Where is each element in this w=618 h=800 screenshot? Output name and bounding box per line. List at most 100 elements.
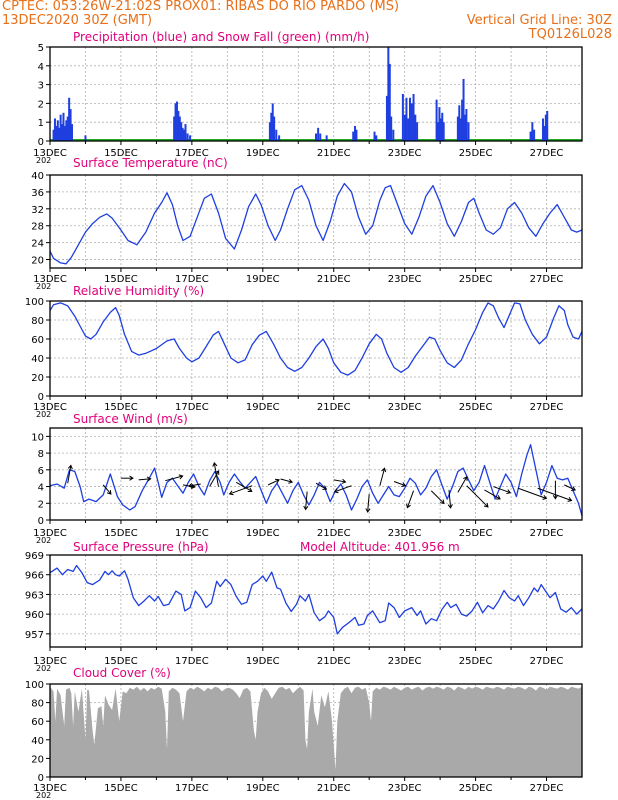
x-tick-label: 23DEC <box>388 274 422 285</box>
x-year-label: 202 <box>36 410 51 419</box>
wind-vector-head <box>341 478 347 484</box>
precip-bar <box>414 114 417 141</box>
y-tick-label: 966 <box>25 571 44 582</box>
wind-vector-head <box>146 476 152 482</box>
y-tick-label: 8 <box>38 449 44 460</box>
y-tick-label: 20 <box>31 373 44 384</box>
x-tick-label: 25DEC <box>459 783 493 794</box>
wind-vector <box>333 479 346 483</box>
y-tick-label: 969 <box>25 551 44 562</box>
precip-bar <box>410 103 413 141</box>
y-tick-label: 32 <box>31 205 44 216</box>
pressure-line <box>49 564 583 635</box>
y-tick-label: 100 <box>25 297 44 308</box>
panel-frame <box>49 300 583 397</box>
y-tick-label: 100 <box>25 680 44 691</box>
wind-vector <box>229 485 253 495</box>
wind-vector <box>448 489 452 508</box>
panel-precip: 0 1 2 3 4 5 13DEC 15DEC 17DEC 19DEC 21DEC 23DEC 25DE… <box>33 30 583 165</box>
precip-bar <box>438 107 441 141</box>
wind-vector-head <box>552 495 558 500</box>
wind-vector-head <box>212 461 218 467</box>
y-tick-label: 40 <box>31 354 44 365</box>
precip-bar <box>403 114 406 141</box>
x-tick-label: 21DEC <box>317 783 351 794</box>
x-tick-label: 15DEC <box>104 783 138 794</box>
wind-vector-head <box>506 489 512 495</box>
y-tick-label: 0 <box>38 137 44 148</box>
wind-vector-head <box>365 508 371 513</box>
precip-bar <box>459 118 462 141</box>
precip-bar <box>352 131 355 141</box>
precip-bar <box>467 122 470 141</box>
precip-bar <box>178 116 181 141</box>
precip-bar <box>177 110 180 141</box>
wind-vector-head <box>247 487 253 493</box>
precip-bar <box>59 114 62 141</box>
precip-bar <box>541 118 544 141</box>
x-tick-label: 21DEC <box>317 274 351 285</box>
x-tick-label: 15DEC <box>104 148 138 159</box>
precip-bar <box>392 129 395 141</box>
wind-vector-head <box>439 499 445 505</box>
wind-vector <box>430 490 445 504</box>
precip-bar <box>65 120 68 141</box>
x-tick-label: 15DEC <box>104 274 138 285</box>
wind-vector <box>315 482 327 490</box>
wind-vector <box>280 478 293 483</box>
x-year-label: 202 <box>36 536 51 545</box>
precip-bar <box>407 118 410 141</box>
x-tick-label: 15DEC <box>104 402 138 413</box>
precip-bar <box>56 120 59 141</box>
x-tick-label: 21DEC <box>317 148 351 159</box>
x-tick-label: 13DEC <box>33 274 67 285</box>
wind-vector-head <box>187 483 193 489</box>
x-tick-label: 23DEC <box>388 402 422 413</box>
y-tick-label: 0 <box>38 516 44 527</box>
panel-frame <box>49 46 583 142</box>
x-tick-label: 27DEC <box>530 656 564 667</box>
wind-title: Surface Wind (m/s) <box>73 412 188 426</box>
x-tick-label: 19DEC <box>246 402 280 413</box>
precip-bar <box>355 129 358 141</box>
wind-vector-head <box>571 486 576 491</box>
wind-vector-head <box>567 497 573 502</box>
wind-vector <box>267 479 280 486</box>
wind-vector <box>334 485 352 493</box>
precip-bar <box>271 103 274 141</box>
precip-bar <box>173 116 176 141</box>
temp-title: Surface Temperature (nC) <box>73 156 228 170</box>
header-model: TQ0126L028 <box>528 27 612 42</box>
precip-bar <box>354 125 357 141</box>
precip-bar <box>461 99 464 141</box>
x-tick-label: 25DEC <box>459 528 493 539</box>
y-tick-label: 3 <box>38 81 44 92</box>
precip-bar <box>183 129 186 141</box>
x-year-label: 202 <box>36 282 51 291</box>
x-tick-label: 13DEC <box>33 783 67 794</box>
precip-title: Precipitation (blue) and Snow Fall (gree… <box>73 30 369 44</box>
wind-vector-head <box>288 478 294 484</box>
y-tick-label: 36 <box>31 188 44 199</box>
x-tick-label: 27DEC <box>530 783 564 794</box>
precip-bar <box>275 129 278 141</box>
wind-vector-head <box>178 474 184 480</box>
y-tick-label: 2 <box>38 99 44 110</box>
x-tick-label: 15DEC <box>104 528 138 539</box>
y-tick-label: 20 <box>31 754 44 765</box>
y-tick-label: 4 <box>38 483 44 494</box>
precip-bar <box>437 122 440 141</box>
precip-bar <box>84 135 87 141</box>
rh-line <box>49 302 583 376</box>
precip-bar <box>390 116 393 141</box>
panel-frame <box>49 174 583 269</box>
x-tick-label: 25DEC <box>459 274 493 285</box>
precip-bar <box>268 122 271 141</box>
precip-bar <box>533 129 536 141</box>
y-tick-label: 0 <box>38 392 44 403</box>
precip-bar <box>408 97 411 141</box>
precip-bar <box>174 103 177 141</box>
y-tick-label: 5 <box>38 43 44 54</box>
x-tick-label: 17DEC <box>175 656 209 667</box>
temp-line <box>49 182 583 265</box>
